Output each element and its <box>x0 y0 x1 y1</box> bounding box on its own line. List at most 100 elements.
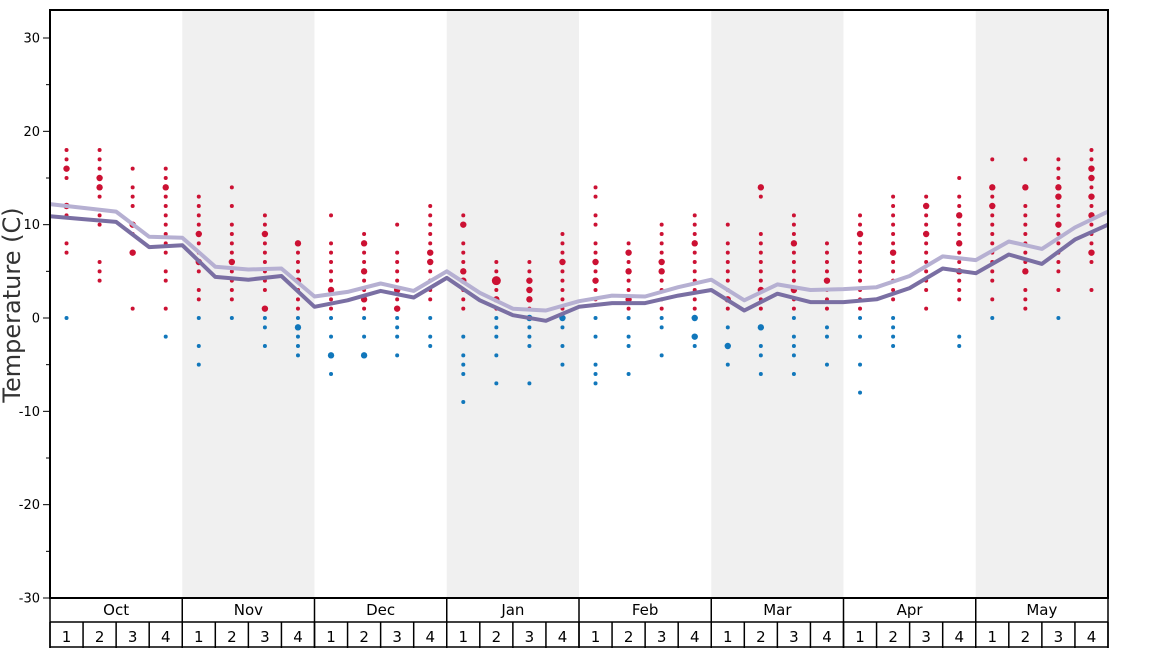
cold-dot <box>758 344 763 348</box>
warm-dot <box>560 269 565 274</box>
warm-dot <box>428 204 433 208</box>
cold-dot <box>461 353 466 358</box>
cold-dot <box>262 344 267 348</box>
warm-dot <box>692 306 697 311</box>
warm-dot <box>957 278 962 283</box>
warm-dot <box>659 278 664 283</box>
cold-dot <box>494 316 499 320</box>
warm-dot <box>593 288 598 292</box>
warm-dot <box>957 260 962 264</box>
warm-dot <box>659 306 664 311</box>
warm-dot <box>659 241 664 246</box>
warm-dot <box>262 222 267 227</box>
week-label: 2 <box>359 628 369 646</box>
warm-dot <box>527 260 532 264</box>
cold-dot <box>163 334 168 339</box>
warm-dot <box>461 297 466 302</box>
series-line-dark <box>49 214 1109 323</box>
warm-dot <box>196 288 201 292</box>
warm-dot <box>560 278 565 283</box>
plot-frame <box>49 9 1109 599</box>
warm-dot <box>593 269 598 274</box>
warm-dot <box>129 249 136 256</box>
temperature-lines <box>49 202 1109 323</box>
cold-dot <box>295 353 300 358</box>
warm-dot <box>824 260 829 264</box>
cold-dot <box>791 334 796 339</box>
warm-dot <box>295 260 300 264</box>
warm-dot <box>163 194 168 199</box>
y-axis-label: Temperature (C) <box>0 207 26 403</box>
cold-dot <box>593 372 598 376</box>
month-label-feb: Feb <box>632 601 659 619</box>
cold-dot <box>262 325 267 330</box>
warm-dot <box>989 202 996 210</box>
cold-dot <box>294 324 302 331</box>
warm-dot <box>658 268 665 275</box>
warm-dot <box>990 297 995 302</box>
warm-dot <box>461 306 466 311</box>
warm-dot <box>924 194 929 199</box>
warm-dot <box>1089 222 1094 227</box>
warm-dot <box>1056 241 1061 246</box>
warm-dot <box>97 260 102 264</box>
warm-dot <box>526 296 533 303</box>
warm-dot <box>163 306 168 311</box>
cold-dot <box>593 316 598 320</box>
warm-dot <box>1089 241 1094 246</box>
warm-dot <box>891 213 896 218</box>
warm-dot <box>891 222 896 227</box>
warm-dot <box>692 232 697 236</box>
warm-dot <box>1056 213 1061 218</box>
warm-dot <box>196 269 201 274</box>
warm-dot <box>957 232 962 236</box>
cold-dot <box>659 353 664 358</box>
cold-dot <box>758 353 763 358</box>
warm-dot <box>725 222 730 227</box>
cold-dot <box>262 316 267 320</box>
warm-dot <box>725 269 730 274</box>
week-label: 4 <box>161 628 171 646</box>
week-label: 1 <box>855 628 865 646</box>
warm-dot <box>957 204 962 208</box>
cold-dot <box>858 362 863 367</box>
cold-dot <box>757 324 765 331</box>
week-label: 3 <box>789 628 799 646</box>
warm-dot <box>658 258 665 266</box>
week-label: 1 <box>459 628 469 646</box>
warm-dot <box>163 278 168 283</box>
warm-dot <box>329 306 334 311</box>
cold-dot <box>791 372 796 376</box>
warm-dot <box>163 166 168 171</box>
warm-dot <box>461 250 466 255</box>
warm-dot <box>1023 297 1028 302</box>
cold-dot <box>360 352 368 359</box>
warm-dot <box>262 250 267 255</box>
warm-dot <box>791 260 796 264</box>
cold-dot <box>64 316 69 320</box>
x-axis: Oct Nov Dec Jan Feb Mar Apr May 1 2 3 4 1 2 3 4 1 2 3 4 1 2 3 4… <box>49 598 1109 648</box>
cold-dot <box>494 325 499 330</box>
week-label: 3 <box>921 628 931 646</box>
warm-dot <box>758 241 763 246</box>
warm-dot <box>1089 148 1094 152</box>
month-label-mar: Mar <box>763 601 792 619</box>
warm-dot <box>163 176 168 180</box>
warm-dot <box>725 250 730 255</box>
week-label: 3 <box>392 628 402 646</box>
warm-dot <box>858 306 863 311</box>
cold-dot <box>395 334 400 339</box>
warm-dot <box>360 240 368 247</box>
cold-dot <box>461 400 466 404</box>
warm-dot <box>922 230 930 238</box>
warm-dot <box>163 250 168 255</box>
cold-dot <box>957 334 962 339</box>
warm-dot <box>97 148 102 152</box>
warm-dot <box>625 249 632 256</box>
cold-dot <box>626 316 631 320</box>
warm-dot <box>163 204 168 208</box>
warm-dot <box>195 230 202 238</box>
warm-dot <box>329 297 334 302</box>
warm-dot <box>97 222 102 227</box>
warm-dot <box>228 258 236 266</box>
